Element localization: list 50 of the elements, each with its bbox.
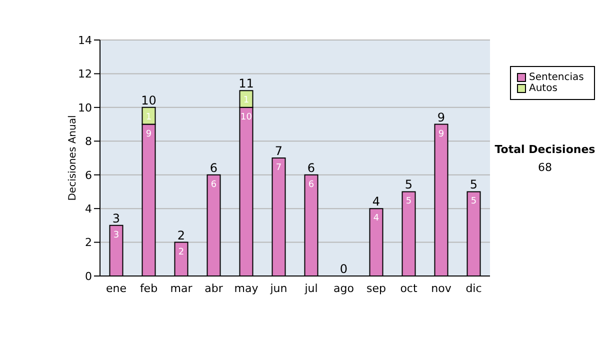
y-tick-label: 14 <box>78 34 92 47</box>
data-label: 2 <box>178 247 184 258</box>
total-label: 10 <box>141 93 156 108</box>
text: 68 <box>537 161 553 174</box>
y-tick-label: 6 <box>85 168 92 182</box>
y-tick-label: 4 <box>85 202 92 216</box>
data-label: 5 <box>406 196 412 207</box>
x-tick-label: oct <box>400 282 418 295</box>
total-label: 6 <box>210 160 218 175</box>
x-tick-label: mar <box>170 282 193 295</box>
x-tick-label: abr <box>204 282 224 295</box>
data-label: 6 <box>210 180 217 190</box>
x-tick-label: ene <box>106 282 127 295</box>
total-label: 0 <box>340 262 348 276</box>
total-label: 2 <box>177 228 186 242</box>
y-tick-label: 10 <box>78 101 92 114</box>
total-label: 7 <box>274 144 283 158</box>
total-label: 6 <box>307 160 316 175</box>
x-tick-label: sep <box>366 282 386 295</box>
data-label: 1 <box>146 112 152 122</box>
data-label: 5 <box>470 196 477 207</box>
text: Total Decisiones <box>494 143 596 156</box>
y-tick-label: 12 <box>78 68 92 81</box>
data-label: 7 <box>276 163 282 173</box>
x-tick-label: jun <box>269 282 288 295</box>
data-label: 4 <box>373 214 380 224</box>
legend-label: Sentencias <box>529 72 584 83</box>
y-tick-label: 2 <box>85 236 92 250</box>
x-tick-label: nov <box>431 282 452 295</box>
y-axis-title: Decisiones Anual <box>68 115 79 201</box>
data-label: 9 <box>146 129 152 140</box>
y-tick-label: 8 <box>85 135 92 148</box>
x-tick-label: jul <box>304 282 318 295</box>
total-label: 11 <box>238 76 254 91</box>
y-tick-label: 0 <box>85 270 92 283</box>
x-tick-label: may <box>234 282 259 295</box>
x-tick-label: feb <box>140 282 158 295</box>
data-label: 10 <box>240 112 252 122</box>
data-label: 6 <box>308 180 314 190</box>
data-label: 3 <box>113 230 120 240</box>
total-label: 5 <box>470 178 478 192</box>
total-label: 5 <box>404 178 413 192</box>
total-label: 4 <box>372 194 380 209</box>
x-tick-label: dic <box>466 282 482 295</box>
data-label: 1 <box>243 96 250 106</box>
x-tick-label: ago <box>334 282 354 295</box>
data-label: 9 <box>438 129 444 140</box>
total-label: 9 <box>437 110 446 124</box>
total-label: 3 <box>112 211 120 226</box>
legend-label: Autos <box>529 83 558 94</box>
